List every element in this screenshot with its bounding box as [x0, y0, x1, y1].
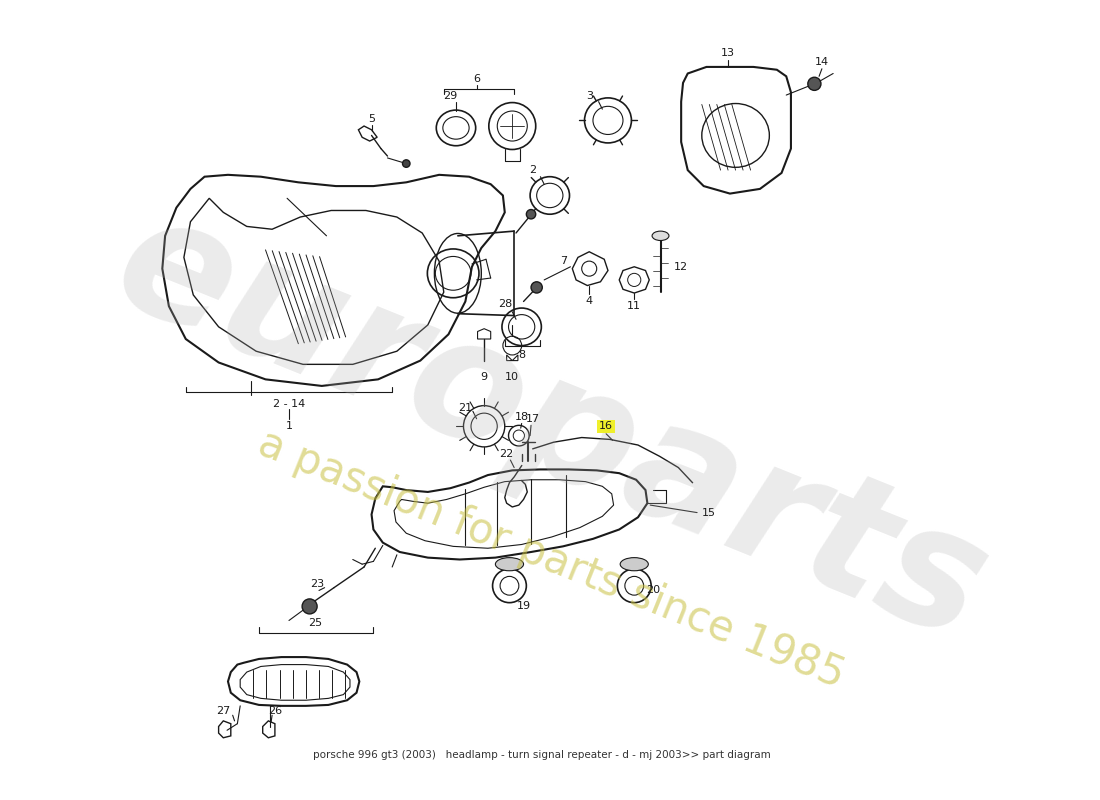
- Text: 5: 5: [368, 114, 375, 123]
- Text: 16: 16: [600, 422, 613, 431]
- Text: 11: 11: [627, 301, 641, 311]
- Text: 29: 29: [443, 91, 458, 101]
- Ellipse shape: [620, 558, 648, 570]
- Circle shape: [807, 78, 821, 90]
- Circle shape: [403, 160, 410, 167]
- Text: 15: 15: [702, 507, 716, 518]
- Text: 8: 8: [518, 350, 525, 360]
- Text: a passion for parts since 1985: a passion for parts since 1985: [252, 422, 851, 697]
- Text: europarts: europarts: [95, 180, 1009, 676]
- Text: 21: 21: [459, 402, 472, 413]
- Text: 23: 23: [310, 579, 324, 589]
- Text: 9: 9: [481, 371, 487, 382]
- Text: 12: 12: [673, 262, 688, 272]
- Text: 10: 10: [505, 371, 519, 382]
- Text: 20: 20: [646, 585, 660, 594]
- Text: 1: 1: [286, 422, 293, 431]
- Text: 2 - 14: 2 - 14: [273, 398, 305, 409]
- Ellipse shape: [652, 231, 669, 241]
- Text: 13: 13: [722, 48, 735, 58]
- Text: 27: 27: [217, 706, 230, 717]
- Text: 6: 6: [473, 74, 480, 84]
- Ellipse shape: [495, 558, 524, 570]
- Text: 3: 3: [585, 91, 593, 101]
- Text: 7: 7: [560, 256, 568, 266]
- Text: 22: 22: [499, 450, 514, 459]
- Text: 26: 26: [267, 706, 282, 717]
- Text: 25: 25: [308, 618, 322, 628]
- Circle shape: [531, 282, 542, 293]
- Circle shape: [526, 210, 536, 219]
- Text: 14: 14: [815, 58, 829, 67]
- Text: 2: 2: [529, 165, 537, 175]
- Text: 4: 4: [585, 297, 593, 306]
- Text: 28: 28: [497, 299, 512, 310]
- Circle shape: [302, 599, 317, 614]
- Text: 18: 18: [515, 412, 529, 422]
- Text: 19: 19: [517, 602, 530, 611]
- Text: 17: 17: [526, 414, 540, 424]
- Text: porsche 996 gt3 (2003)   headlamp - turn signal repeater - d - mj 2003>> part di: porsche 996 gt3 (2003) headlamp - turn s…: [314, 750, 771, 760]
